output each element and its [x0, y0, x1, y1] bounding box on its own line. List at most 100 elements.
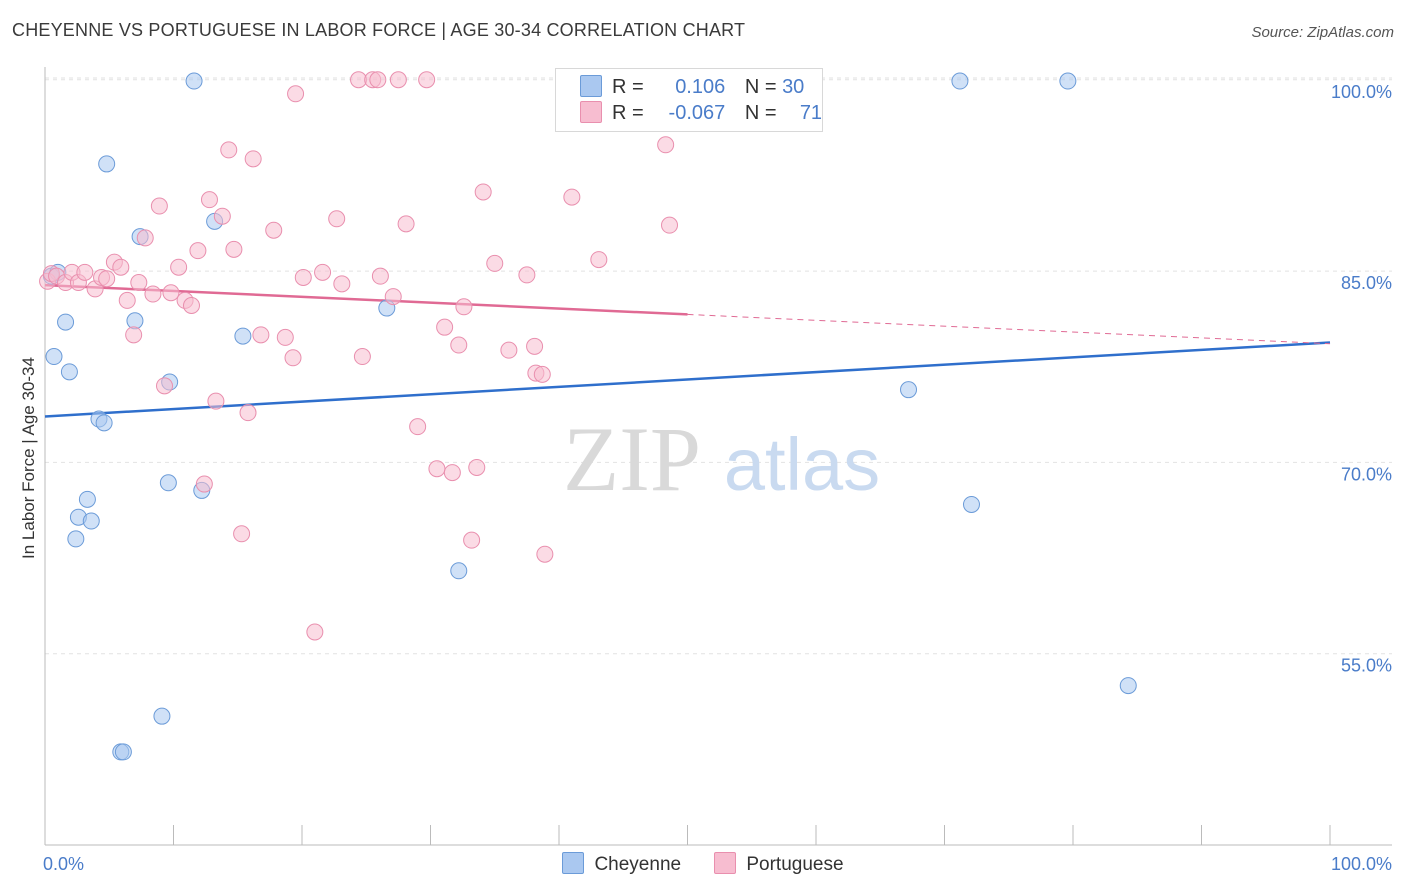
portuguese-point [265, 221, 283, 239]
portuguese-point [333, 275, 351, 293]
portuguese-point [418, 71, 436, 89]
portuguese-point [220, 141, 238, 159]
portuguese-point [590, 251, 608, 269]
cheyenne-point [126, 312, 144, 330]
portuguese-trend-extension [687, 313, 1331, 345]
portuguese-point [384, 288, 402, 306]
portuguese-point [353, 348, 371, 366]
n-label: N = [744, 102, 777, 124]
portuguese-point [306, 623, 324, 641]
r-value: 0.106 [675, 76, 726, 98]
portuguese-point [225, 240, 243, 258]
cheyenne-point [82, 512, 100, 530]
portuguese-point [328, 210, 346, 228]
y-axis-label: In Labor Force | Age 30-34 [19, 357, 38, 559]
cheyenne-point [57, 313, 75, 331]
portuguese-point [371, 267, 389, 285]
portuguese-point [130, 274, 148, 292]
cheyenne-point [95, 414, 113, 432]
cheyenne-point [450, 562, 468, 580]
portuguese-point [518, 266, 536, 284]
n-value: 30 [782, 76, 805, 98]
portuguese-point [450, 336, 468, 354]
portuguese-point [486, 254, 504, 272]
portuguese-point [125, 326, 143, 344]
portuguese-point [136, 229, 154, 247]
r-label: R = [612, 102, 644, 124]
portuguese-point [189, 242, 207, 260]
data-points [39, 71, 1137, 761]
portuguese-point [474, 183, 492, 201]
portuguese-point [533, 365, 551, 383]
portuguese-point [182, 297, 200, 315]
cheyenne-point [951, 72, 969, 90]
portuguese-point [389, 71, 407, 89]
portuguese-point [314, 263, 332, 281]
portuguese-point [536, 545, 554, 563]
portuguese-point [409, 418, 427, 436]
portuguese-point [468, 458, 486, 476]
portuguese-point [200, 191, 218, 209]
cheyenne-point [1059, 72, 1077, 90]
r-label: R = [612, 76, 644, 98]
cheyenne-point [900, 381, 918, 399]
cheyenne-point [1119, 677, 1137, 695]
legend-item-portuguese: Portuguese [714, 852, 844, 876]
portuguese-point [397, 215, 415, 233]
portuguese-point [170, 258, 188, 276]
portuguese-legend-swatch [714, 852, 737, 874]
cheyenne-legend-swatch [562, 852, 585, 874]
portuguese-point [112, 258, 130, 276]
x-tick-label: 0.0% [43, 854, 84, 874]
cheyenne-point [114, 743, 132, 761]
legend-label-portuguese: Portuguese [746, 854, 844, 875]
portuguese-point [276, 328, 294, 346]
portuguese-point [657, 136, 675, 154]
portuguese-point [207, 392, 225, 410]
portuguese-point [213, 207, 231, 225]
series-legend: Cheyenne Portuguese [0, 852, 1406, 876]
n-label: N = [744, 76, 777, 98]
portuguese-point [118, 291, 136, 309]
y-tick-label: 55.0% [1341, 656, 1392, 676]
cheyenne-point [153, 707, 171, 725]
portuguese-point [252, 326, 270, 344]
portuguese-point [287, 85, 305, 103]
portuguese-point [284, 349, 302, 367]
cheyenne-trend-line [44, 341, 1331, 418]
watermark-atlas: atlas [724, 423, 880, 506]
portuguese-point [463, 531, 481, 549]
portuguese-point [500, 341, 518, 359]
cheyenne-point [185, 72, 203, 90]
chart-title: CHEYENNE VS PORTUGUESE IN LABOR FORCE | … [12, 20, 746, 40]
r-value: -0.067 [668, 102, 726, 124]
portuguese-point [294, 268, 312, 286]
tick-labels: 55.0% 70.0% 85.0% 100.0% 0.0% 100.0% [43, 82, 1392, 874]
portuguese-point [563, 188, 581, 206]
cheyenne-point [98, 155, 116, 173]
cheyenne-point [67, 530, 85, 548]
portuguese-point [195, 475, 213, 493]
portuguese-point [661, 216, 679, 234]
legend-label-cheyenne: Cheyenne [594, 854, 682, 875]
portuguese-point [233, 525, 251, 543]
cheyenne-point [45, 348, 63, 366]
portuguese-point [156, 377, 174, 395]
trend-lines [44, 283, 1331, 418]
cheyenne-point [234, 327, 252, 345]
portuguese-point [443, 464, 461, 482]
portuguese-point [369, 71, 387, 89]
y-tick-label: 100.0% [1331, 82, 1392, 102]
n-value: 71 [799, 102, 823, 124]
portuguese-point [98, 270, 116, 288]
legend-row-cheyenne: R = 0.106 N = 30 [580, 75, 804, 101]
portuguese-point [150, 197, 168, 215]
cheyenne-point [78, 490, 96, 508]
legend-item-cheyenne: Cheyenne [562, 852, 681, 876]
x-tick-label: 100.0% [1331, 854, 1392, 874]
portuguese-point [350, 71, 368, 89]
portuguese-point [428, 460, 446, 478]
portuguese-point [526, 337, 544, 355]
portuguese-point [144, 285, 162, 303]
